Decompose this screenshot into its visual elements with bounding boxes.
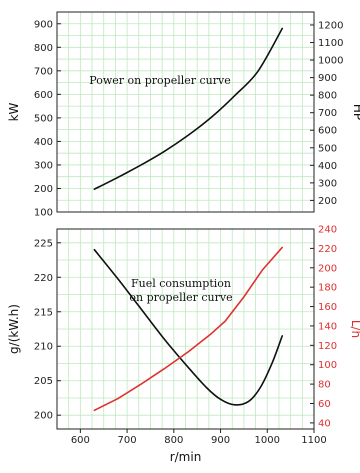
- y-tick-label: 100: [34, 208, 53, 219]
- y-right-tick-label: 160: [318, 302, 337, 313]
- x-axis: 600 700 800 900 1000 1100: [71, 429, 327, 446]
- y-right-tick-label: 900: [318, 73, 337, 84]
- x-tick-label: 800: [164, 435, 183, 446]
- y-right-tick-label: 40: [318, 418, 331, 429]
- x-axis-label: r/min: [170, 450, 202, 464]
- y-tick-label: 600: [34, 90, 53, 101]
- y-tick-label: 800: [34, 43, 53, 54]
- y-right-tick-label: 1200: [318, 20, 343, 31]
- grid: [57, 12, 314, 212]
- y-right-tick-label: 400: [318, 161, 337, 172]
- y-axis-label: g/(kW.h): [7, 304, 21, 354]
- annotation: Power on propeller curve: [89, 74, 230, 87]
- plot-frame: [56, 11, 315, 213]
- y-right-tick-label: 100: [318, 360, 337, 371]
- y-axis-right: 200 300 400 500 600 700 800 900 1000 1100 1200: [310, 20, 343, 207]
- y-right-tick-label: 1100: [318, 38, 343, 49]
- y-tick-label: 700: [34, 66, 53, 77]
- y-right-tick-label: 200: [318, 196, 337, 207]
- x-tick-label: 1000: [255, 435, 280, 446]
- grid: [57, 229, 314, 429]
- y-tick-label: 500: [34, 113, 53, 124]
- y-axis-right: 40 60 80 100 120 140 160 180 200 220 240: [310, 225, 337, 429]
- y-tick-label: 200: [34, 184, 53, 195]
- y-right-tick-label: 800: [318, 91, 337, 102]
- y-axis-left: 100 200 300 400 500 600 700 800 900: [34, 19, 61, 219]
- x-tick-label: 900: [211, 435, 230, 446]
- y-tick-label: 200: [34, 411, 53, 422]
- y-tick-label: 220: [34, 273, 53, 284]
- y-tick-label: 300: [34, 160, 53, 171]
- y-right-tick-label: 140: [318, 321, 337, 332]
- annotation: Fuel consumption: [131, 277, 231, 290]
- y-right-tick-label: 500: [318, 143, 337, 154]
- y-right-axis-label: HP: [351, 104, 360, 120]
- y-tick-label: 210: [34, 342, 53, 353]
- plot-frame: [56, 228, 315, 430]
- y-right-tick-label: 80: [318, 380, 331, 391]
- y-tick-label: 900: [34, 19, 53, 30]
- series-line-right-1: [93, 246, 284, 412]
- y-right-tick-label: 600: [318, 126, 337, 137]
- y-right-tick-label: 200: [318, 263, 337, 274]
- y-right-tick-label: 700: [318, 108, 337, 119]
- y-right-axis-label: L/h: [349, 320, 360, 338]
- y-tick-label: 225: [34, 238, 53, 249]
- series-line-left-0: [93, 27, 284, 190]
- y-axis-label: kW: [7, 102, 21, 121]
- power-chart: 100 200 300 400 500 600 700 800 900 200 300 400 500 6…: [7, 11, 360, 219]
- annotation: on propeller curve: [129, 291, 232, 304]
- y-right-tick-label: 180: [318, 283, 337, 294]
- x-tick-label: 600: [71, 435, 90, 446]
- fuel-chart: 200 205 210 215 220 225 40 60 80 100 120 140 160 180 2…: [7, 225, 360, 465]
- x-tick-label: 1100: [301, 435, 326, 446]
- x-tick-label: 700: [118, 435, 137, 446]
- series-line-left-0: [93, 248, 284, 406]
- y-axis-left: 200 205 210 215 220 225: [34, 238, 61, 422]
- y-right-tick-label: 240: [318, 225, 337, 236]
- y-tick-label: 215: [34, 307, 53, 318]
- y-tick-label: 205: [34, 376, 53, 387]
- y-right-tick-label: 220: [318, 244, 337, 255]
- y-right-tick-label: 1000: [318, 56, 343, 67]
- y-right-tick-label: 60: [318, 399, 331, 410]
- y-right-tick-label: 120: [318, 341, 337, 352]
- y-right-tick-label: 300: [318, 178, 337, 189]
- y-tick-label: 400: [34, 137, 53, 148]
